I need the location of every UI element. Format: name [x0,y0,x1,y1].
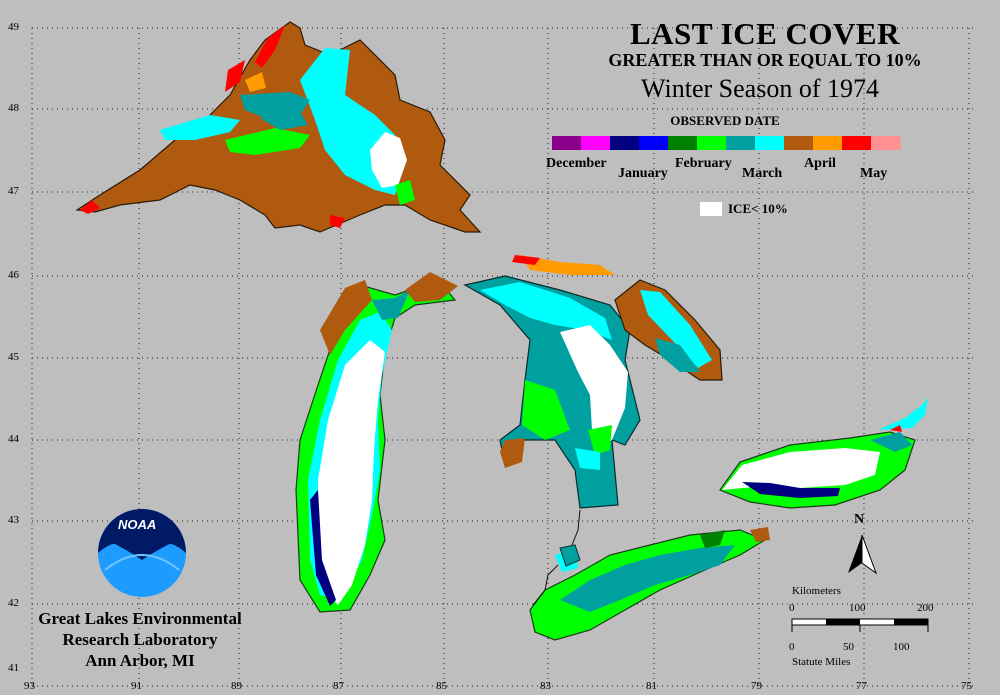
scale-km-tick: 200 [917,602,934,614]
lat-tick: 48 [8,102,19,114]
season-label: Winter Season of 1974 [641,74,879,103]
scale-mi-tick: 0 [789,641,795,653]
ice-less-label: ICE< 10% [728,201,788,216]
legend-month-may: May [860,166,888,181]
legend-swatch [755,136,785,150]
logo-text: NOAA [118,517,157,532]
legend-swatch [871,136,901,150]
legend-month-april: April [804,156,836,171]
lon-tick: 77 [856,680,867,692]
lon-tick: 91 [131,680,142,692]
lon-tick: 79 [751,680,762,692]
legend-swatch [784,136,814,150]
lon-tick: 89 [231,680,242,692]
legend-color-bar [552,136,901,150]
lon-tick: 81 [646,680,657,692]
lat-tick: 44 [8,433,19,445]
georgian-bay [614,279,723,381]
lake-ontario [719,398,928,509]
lat-tick: 47 [8,185,19,197]
lat-tick: 43 [8,514,19,526]
lon-tick: 83 [540,680,551,692]
lon-tick: 85 [436,680,447,692]
scale-mi-tick: 100 [893,641,910,653]
lat-tick: 42 [8,597,19,609]
scale-mi-title: Statute Miles [792,656,851,668]
legend-month-march: March [742,166,783,181]
noaa-logo-icon [98,509,186,597]
lake-erie [529,527,770,641]
legend-swatch [813,136,843,150]
scale-km-title: Kilometers [792,585,841,597]
legend-swatch [668,136,698,150]
graticule [31,27,975,687]
lake-superior [75,21,482,233]
legend-swatch [842,136,872,150]
map-subtitle: GREATER THAN OR EQUAL TO 10% [608,50,922,70]
lab-line-1: Great Lakes Environmental [38,609,242,628]
legend-month-february: February [675,156,732,171]
lon-tick: 75 [961,680,972,692]
lab-line-2: Research Laboratory [62,630,218,649]
scale-bar [791,618,929,632]
lat-tick: 46 [8,269,19,281]
legend-month-january: January [618,166,668,181]
legend-swatch [552,136,582,150]
scale-km-tick: 0 [789,602,795,614]
legend-swatch [581,136,611,150]
scale-km-tick: 100 [849,602,866,614]
lat-tick: 45 [8,351,19,363]
legend-heading: OBSERVED DATE [670,113,780,128]
legend-swatch [610,136,640,150]
lake-huron [463,255,641,509]
lat-tick: 49 [8,21,19,33]
lon-tick: 87 [333,680,344,692]
legend-swatch [697,136,727,150]
scale-mi-tick: 50 [843,641,854,653]
lat-tick: 41 [8,662,19,674]
north-arrow-icon [848,534,878,575]
north-label: N [854,512,865,527]
lab-credit: Great Lakes Environmental Research Labor… [10,608,270,671]
legend-swatch [726,136,756,150]
lon-tick: 93 [24,680,35,692]
legend-swatch [639,136,669,150]
map-title: LAST ICE COVER [629,16,900,51]
lake-st-clair [532,509,581,606]
lab-line-3: Ann Arbor, MI [85,651,195,670]
legend-month-december: December [546,156,607,171]
ice-less-swatch [700,202,722,216]
lake-michigan [295,272,458,613]
